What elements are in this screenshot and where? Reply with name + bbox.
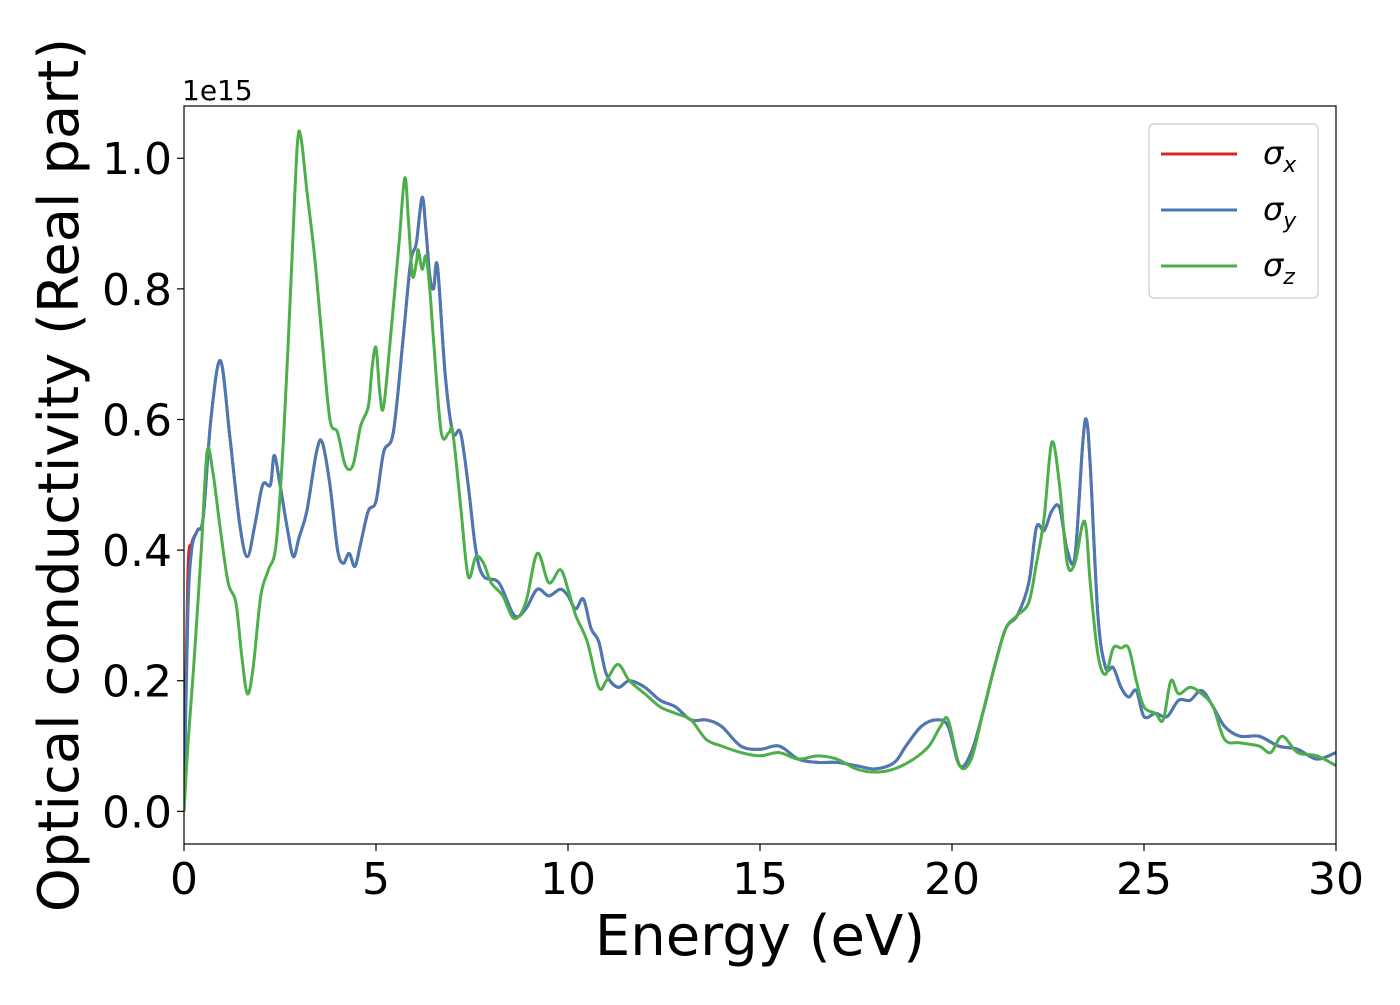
y-tick-label: 0.4 bbox=[102, 526, 172, 577]
x-tick-label: 30 bbox=[1308, 854, 1364, 905]
y-tick-label: 0.8 bbox=[102, 265, 172, 316]
series-layer bbox=[184, 129, 1336, 812]
y-tick-label: 0.0 bbox=[102, 787, 172, 838]
x-tick-label: 25 bbox=[1116, 854, 1172, 905]
legend-label-z: σz bbox=[1263, 246, 1295, 290]
y-tick-label: 0.2 bbox=[102, 657, 172, 708]
y-tick-label: 0.6 bbox=[102, 395, 172, 446]
y-axis-title: Optical conductivity (Real part) bbox=[27, 38, 92, 912]
series-line-y bbox=[184, 195, 1336, 812]
x-tick-label: 20 bbox=[924, 854, 980, 905]
y-tick-label: 1.0 bbox=[102, 134, 172, 185]
legend-label-x: σx bbox=[1263, 134, 1297, 178]
series-line-z bbox=[184, 129, 1336, 812]
legend-label-y: σy bbox=[1263, 190, 1297, 234]
legend: σx σy σz bbox=[1148, 123, 1319, 299]
legend-entries: σx σy σz bbox=[1161, 134, 1297, 290]
x-axis-title: Energy (eV) bbox=[595, 904, 925, 969]
x-tick-label: 15 bbox=[732, 854, 788, 905]
x-axis-ticks: 0 5 10 15 20 25 30 bbox=[170, 844, 1364, 905]
x-tick-label: 5 bbox=[362, 854, 390, 905]
plot-background bbox=[184, 106, 1336, 844]
y-axis-ticks: 0.0 0.2 0.4 0.6 0.8 1.0 bbox=[102, 134, 184, 838]
x-tick-label: 10 bbox=[540, 854, 596, 905]
x-tick-label: 0 bbox=[170, 854, 198, 905]
y-axis-offset-label: 1e15 bbox=[182, 74, 253, 107]
